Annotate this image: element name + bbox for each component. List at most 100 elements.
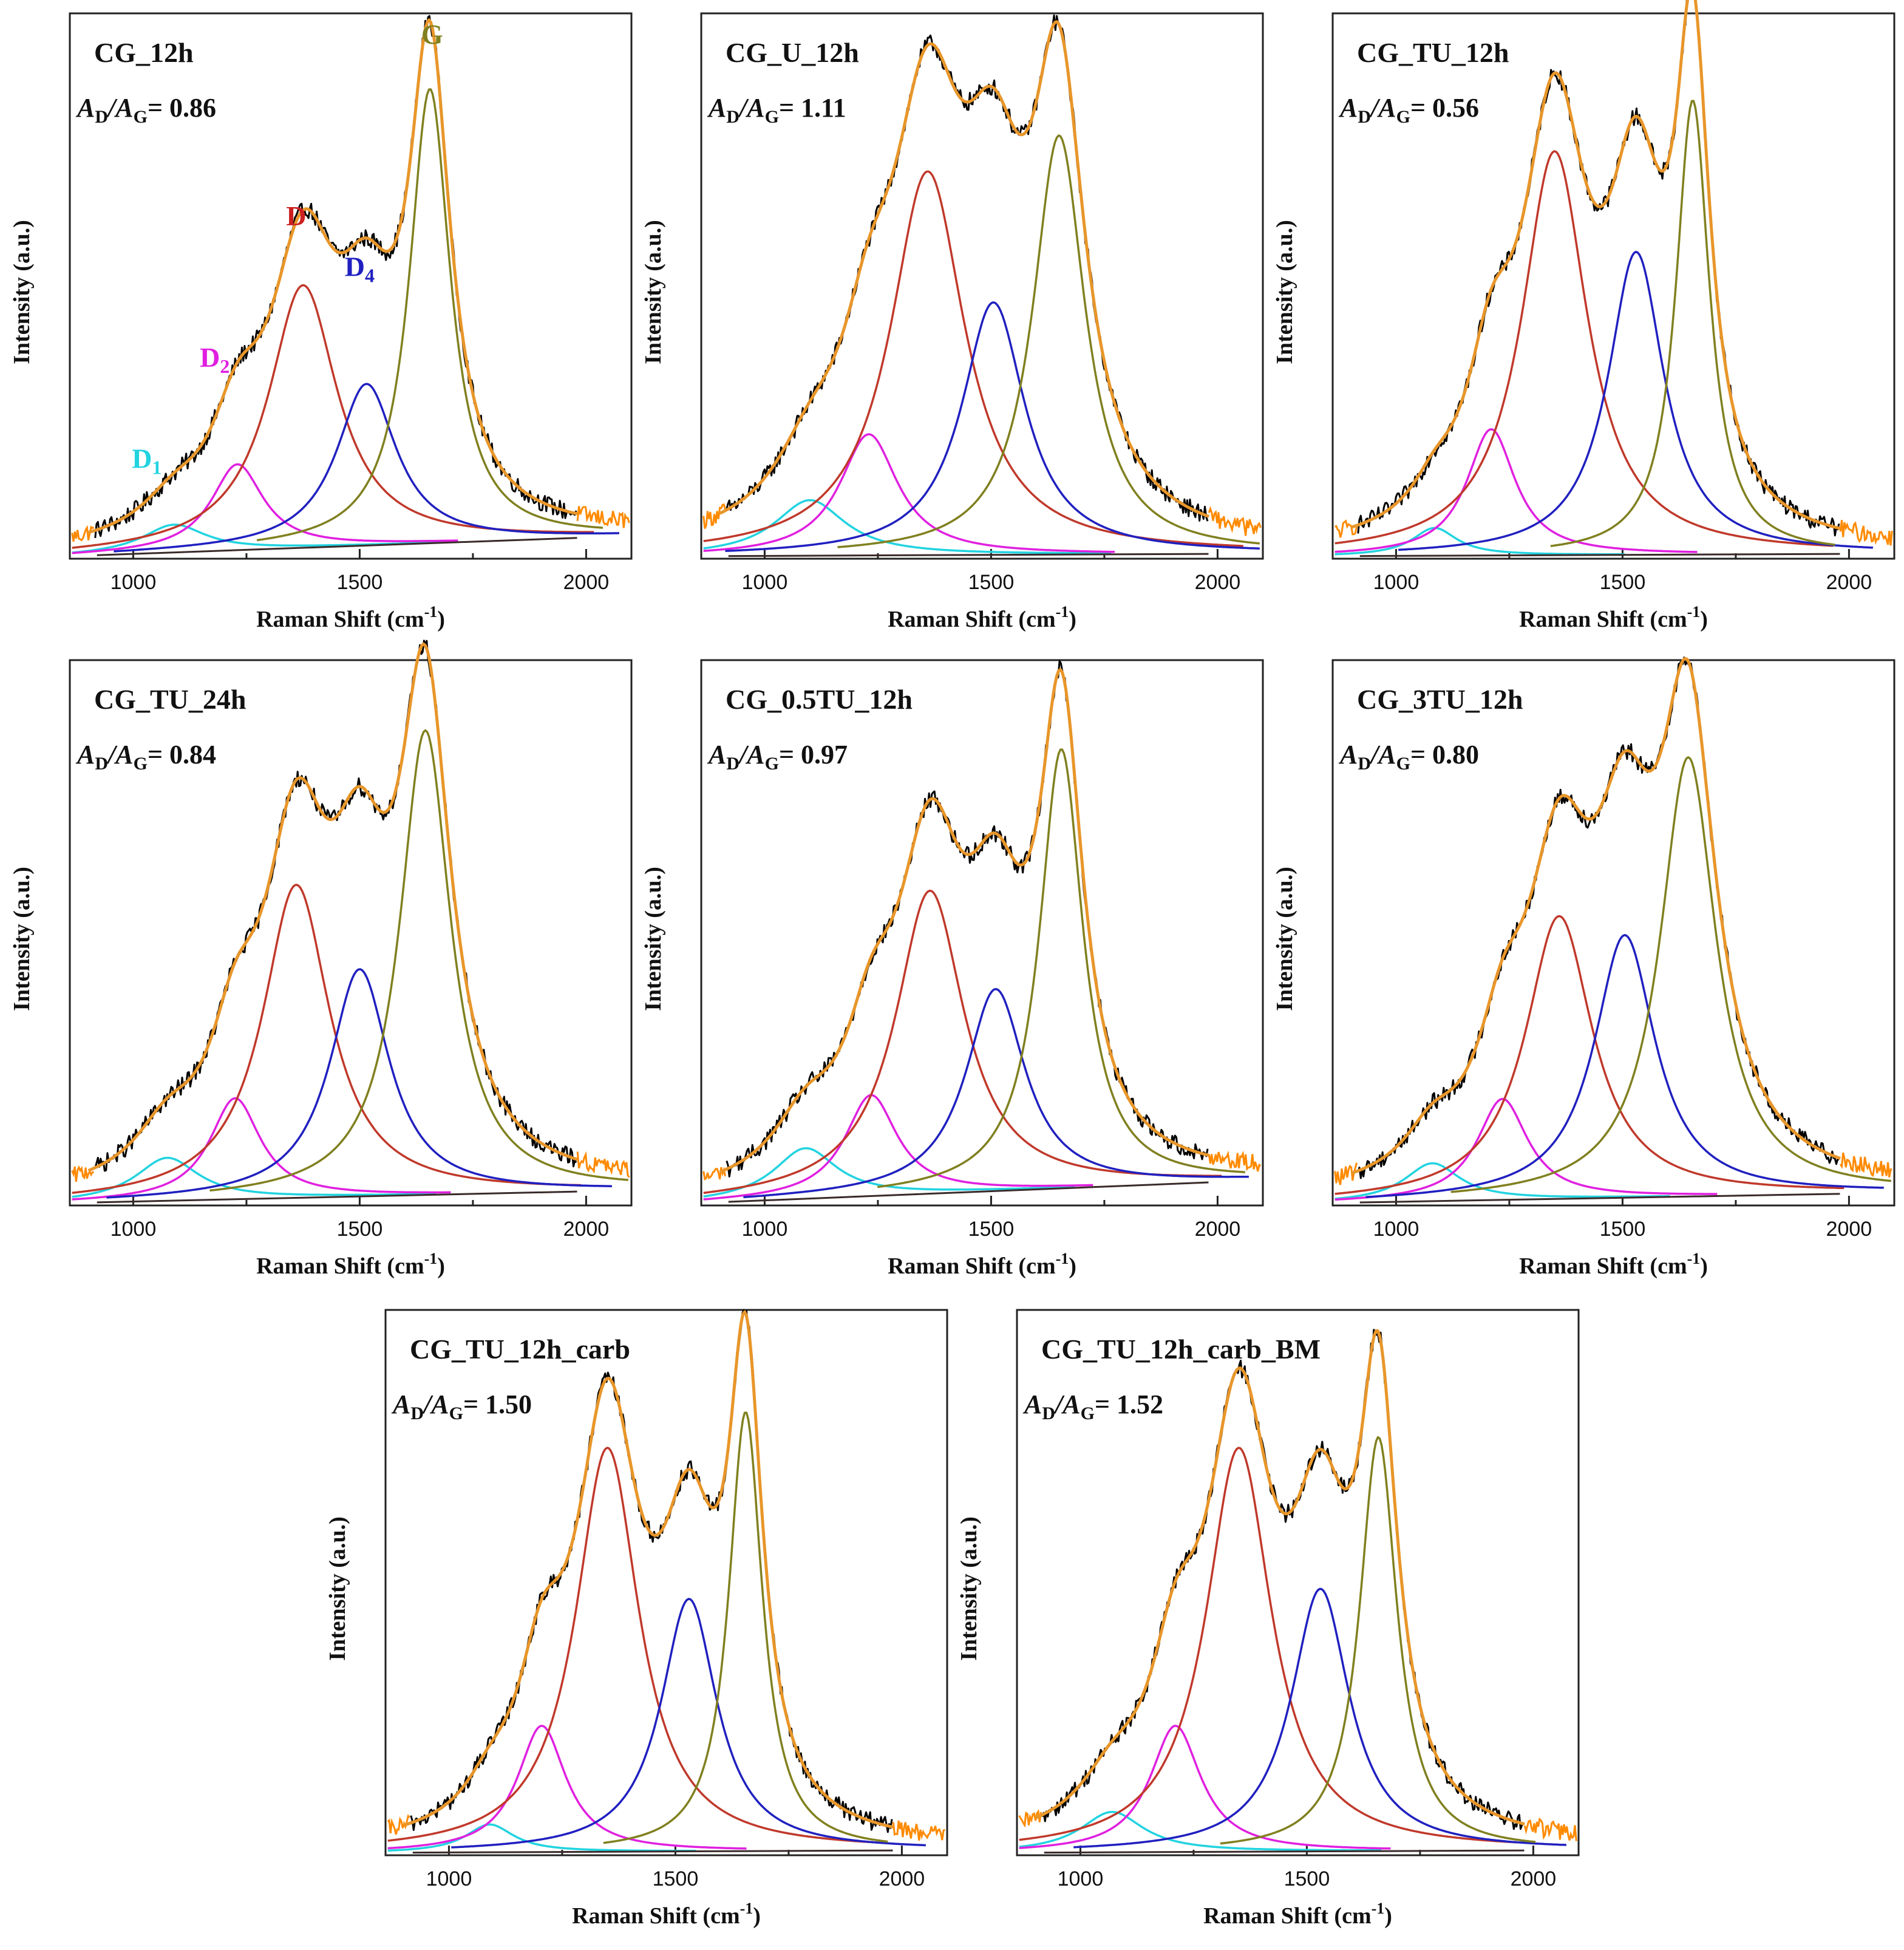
peak-d-curve bbox=[1334, 915, 1844, 1195]
cumulative-fit bbox=[1350, 657, 1841, 1175]
raman-chart-svg: 1000 1500 2000 Raman Shift (cm-1) Intensity … bbox=[9, 639, 633, 1279]
cumulative-fit bbox=[1350, 0, 1841, 530]
peak-label: D bbox=[286, 200, 306, 231]
x-tick-label: 1500 bbox=[968, 571, 1015, 594]
plot-frame bbox=[384, 1309, 948, 1856]
cumulative-fit bbox=[87, 18, 578, 534]
panel-title: CG_TU_12h_carb bbox=[410, 1334, 630, 1365]
y-axis-label: Intensity (a.u.) bbox=[325, 1516, 350, 1661]
peak-label: D1 bbox=[132, 443, 162, 478]
raman-chart-svg: 1000 1500 2000 Raman Shift (cm-1) Intensity … bbox=[9, 12, 633, 632]
x-axis-label: Raman Shift (cm-1) bbox=[1203, 1900, 1392, 1929]
peak-d2-curve bbox=[1334, 428, 1698, 553]
component-curves bbox=[1019, 1436, 1566, 1852]
raman-chart-svg: 1000 1500 2000 Raman Shift (cm-1) Intensity … bbox=[325, 1309, 948, 1929]
panel-title: CG_U_12h bbox=[726, 37, 859, 68]
peak-d2-curve bbox=[72, 463, 458, 554]
ad-ag-ratio: AD/AG= 0.97 bbox=[707, 740, 848, 774]
x-tick-label: 2000 bbox=[1195, 1218, 1241, 1241]
x-tick-label: 1000 bbox=[1373, 1218, 1420, 1241]
peak-g-curve bbox=[1220, 1436, 1536, 1845]
peak-d-curve bbox=[703, 889, 1222, 1195]
ad-ag-ratio: AD/AG= 0.56 bbox=[1338, 93, 1479, 127]
cumulative-fit bbox=[87, 643, 578, 1172]
baseline bbox=[1359, 553, 1840, 557]
peak-d4-curve bbox=[1365, 934, 1884, 1198]
chart-panel: 1000 1500 2000 Raman Shift (cm-1) Intensity … bbox=[1263, 0, 1895, 632]
raw-spectrum-tail bbox=[1208, 1150, 1262, 1172]
peak-d-curve bbox=[72, 284, 594, 549]
chart-panel: 1000 1500 2000 Raman Shift (cm-1) Intensity … bbox=[1263, 647, 1895, 1279]
x-tick-label: 1000 bbox=[426, 1867, 472, 1890]
component-curves bbox=[387, 1411, 926, 1852]
ad-ag-ratio: AD/AG= 0.84 bbox=[75, 740, 216, 774]
peak-g-curve bbox=[209, 729, 628, 1192]
x-axis-label: Raman Shift (cm-1) bbox=[1519, 1250, 1708, 1279]
chart-panel: 1000 1500 2000 Raman Shift (cm-1) Intensity … bbox=[0, 0, 633, 632]
plot-frame bbox=[1331, 659, 1895, 1207]
raw-spectrum bbox=[726, 14, 1209, 522]
raw-spectrum-tail bbox=[1839, 1152, 1892, 1178]
x-tick-label: 2000 bbox=[1826, 1218, 1872, 1241]
x-axis-label: Raman Shift (cm-1) bbox=[888, 603, 1076, 632]
x-tick-label: 1500 bbox=[1600, 571, 1646, 594]
raw-spectrum bbox=[726, 660, 1209, 1178]
chart-panel: 1000 1500 2000 Raman Shift (cm-1) Intensity … bbox=[631, 647, 1264, 1279]
raw-spectrum-tail bbox=[576, 1151, 630, 1178]
peak-g-curve bbox=[837, 134, 1260, 548]
peak-d1-curve bbox=[387, 1823, 696, 1852]
peak-d4-curve bbox=[1073, 1587, 1566, 1849]
plot-frame bbox=[1331, 12, 1895, 560]
x-tick-label: 1500 bbox=[337, 1218, 383, 1241]
raw-spectrum-tail bbox=[1208, 505, 1262, 536]
component-curves bbox=[72, 88, 619, 554]
cumulative-fit bbox=[1035, 1329, 1525, 1826]
x-axis-label: Raman Shift (cm-1) bbox=[888, 1250, 1076, 1279]
peak-d1-curve bbox=[72, 1156, 437, 1198]
y-axis-label: Intensity (a.u.) bbox=[641, 867, 666, 1011]
peak-g-curve bbox=[1550, 100, 1835, 547]
x-axis-label: Raman Shift (cm-1) bbox=[1519, 603, 1708, 632]
x-tick-label: 1000 bbox=[1373, 571, 1420, 594]
y-axis-label: Intensity (a.u.) bbox=[9, 867, 35, 1011]
chart-panel: 1000 1500 2000 Raman Shift (cm-1) Intensity … bbox=[316, 1297, 948, 1929]
peak-g-curve bbox=[877, 748, 1245, 1188]
raman-chart-svg: 1000 1500 2000 Raman Shift (cm-1) Intensity … bbox=[1272, 0, 1895, 632]
x-tick-label: 2000 bbox=[563, 571, 610, 594]
y-axis-label: Intensity (a.u.) bbox=[1272, 867, 1297, 1011]
raw-spectrum-tail bbox=[702, 503, 726, 529]
y-axis-label: Intensity (a.u.) bbox=[956, 1516, 982, 1661]
peak-d2-curve bbox=[1019, 1725, 1391, 1850]
x-axis-label: Raman Shift (cm-1) bbox=[572, 1900, 761, 1929]
x-tick-label: 1500 bbox=[653, 1867, 699, 1890]
plot-frame bbox=[69, 659, 633, 1207]
peak-d4-curve bbox=[743, 987, 1249, 1199]
x-tick-label: 2000 bbox=[1826, 571, 1872, 594]
ad-ag-ratio: AD/AG= 1.11 bbox=[707, 93, 846, 127]
x-axis-label: Raman Shift (cm-1) bbox=[256, 603, 445, 632]
panel-title: CG_TU_24h bbox=[94, 684, 246, 715]
ad-ag-ratio: AD/AG= 0.86 bbox=[75, 93, 216, 127]
y-axis-label: Intensity (a.u.) bbox=[641, 220, 666, 364]
peak-d4-curve bbox=[1398, 251, 1873, 551]
peak-g-curve bbox=[256, 88, 604, 542]
ad-ag-ratio: AD/AG= 0.80 bbox=[1338, 740, 1479, 774]
x-tick-label: 2000 bbox=[1195, 571, 1241, 594]
raw-spectrum bbox=[1041, 1329, 1524, 1830]
peak-label: D2 bbox=[200, 342, 229, 377]
plot-frame bbox=[1016, 1309, 1580, 1856]
y-axis-label: Intensity (a.u.) bbox=[9, 220, 35, 364]
chart-panel: 1000 1500 2000 Raman Shift (cm-1) Intensity … bbox=[947, 1297, 1580, 1929]
x-tick-label: 1000 bbox=[110, 1218, 157, 1241]
component-curves bbox=[72, 729, 628, 1201]
panel-title: CG_0.5TU_12h bbox=[726, 684, 913, 715]
x-tick-label: 2000 bbox=[879, 1867, 925, 1890]
raw-spectrum-tail bbox=[892, 1820, 946, 1841]
chart-panel: 1000 1500 2000 Raman Shift (cm-1) Intensity … bbox=[0, 639, 633, 1279]
baseline bbox=[1044, 1849, 1525, 1854]
raw-spectrum bbox=[1357, 0, 1840, 537]
peak-g-curve bbox=[603, 1411, 888, 1844]
plot-frame bbox=[69, 12, 633, 560]
x-tick-label: 2000 bbox=[1511, 1867, 1557, 1890]
peak-d4-curve bbox=[106, 968, 612, 1199]
